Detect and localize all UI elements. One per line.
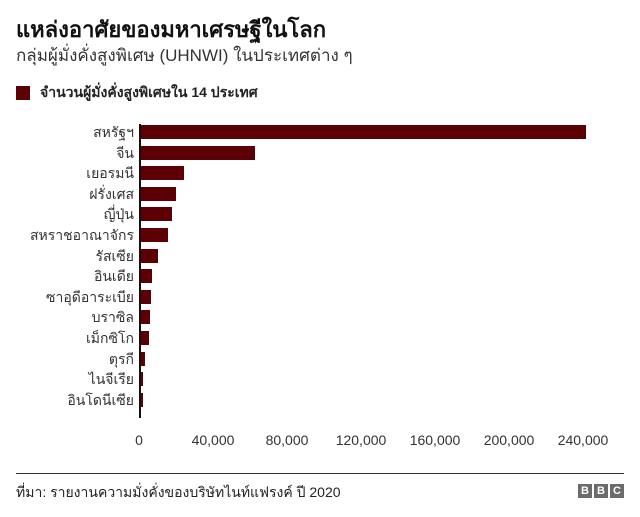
- bar: [141, 372, 143, 387]
- bar-row: ฝรั่งเศส: [0, 184, 640, 204]
- bar: [141, 125, 587, 139]
- bar-row: ไนจีเรีย: [0, 369, 640, 389]
- bar-row: เม็กซิโก: [0, 328, 640, 348]
- bar-row: ซาอุดีอาระเบีย: [0, 287, 640, 307]
- bar: [141, 269, 153, 284]
- category-label: บราซิล: [91, 309, 134, 326]
- legend: จำนวนผู้มั่งคั่งสูงพิเศษใน 14 ประเทศ: [16, 82, 258, 104]
- category-label: ตุรกี: [108, 350, 134, 367]
- category-label: รัสเซีย: [95, 247, 134, 264]
- bar-row: อินโดนีเซีย: [0, 390, 640, 410]
- category-label: จีน: [116, 144, 134, 161]
- legend-swatch: [16, 86, 30, 100]
- bbc-logo: B B C: [578, 484, 624, 498]
- source-note: ที่มา: รายงานความมั่งคั่งของบริษัทไนท์แฟ…: [16, 484, 341, 500]
- x-tick-label: 240,000: [557, 432, 609, 448]
- bar: [141, 392, 143, 407]
- bar-row: สหราชอาณาจักร: [0, 225, 640, 245]
- category-label: อินโดนีเซีย: [67, 391, 134, 408]
- bar: [141, 351, 145, 366]
- category-label: อินเดีย: [93, 268, 134, 285]
- bar-row: อินเดีย: [0, 266, 640, 286]
- bar-row: บราซิล: [0, 307, 640, 327]
- bar-row: เยอรมนี: [0, 163, 640, 183]
- category-label: เยอรมนี: [86, 165, 134, 182]
- category-label: ญี่ปุ่น: [103, 206, 134, 223]
- bar: [141, 207, 173, 222]
- category-label: ไนจีเรีย: [88, 371, 134, 388]
- x-tick-label: 40,000: [191, 432, 235, 448]
- chart-title: แหล่งอาศัยของมหาเศรษฐีในโลก: [16, 17, 327, 42]
- bar: [141, 289, 152, 304]
- category-label: สหรัฐฯ: [93, 124, 134, 140]
- legend-label: จำนวนผู้มั่งคั่งสูงพิเศษใน 14 ประเทศ: [40, 84, 258, 100]
- x-tick-label: 160,000: [409, 432, 461, 448]
- category-label: เม็กซิโก: [86, 330, 134, 346]
- bar: [141, 331, 150, 345]
- bar: [141, 145, 255, 160]
- category-label: สหราชอาณาจักร: [30, 227, 134, 243]
- chart-subtitle: กลุ่มผู้มั่งคั่งสูงพิเศษ (UHNWI) ในประเท…: [16, 46, 353, 65]
- bar-chart-plot: สหรัฐฯจีนเยอรมนีฝรั่งเศสญี่ปุ่นสหราชอาณา…: [0, 118, 640, 418]
- x-tick-label: 0: [135, 432, 143, 448]
- bbc-logo-letter: C: [610, 484, 624, 498]
- x-axis-ticks: 0 40,000 80,000 120,000 160,000 200,000 240,00…: [0, 432, 640, 452]
- bar: [141, 310, 151, 325]
- bar-row: สหรัฐฯ: [0, 122, 640, 142]
- category-label: ซาอุดีอาระเบีย: [45, 288, 134, 305]
- bar: [141, 248, 158, 263]
- footer-divider: [16, 473, 624, 474]
- y-axis-line: [139, 124, 141, 418]
- x-tick-label: 80,000: [265, 432, 309, 448]
- bar: [141, 228, 168, 242]
- bar-row: รัสเซีย: [0, 246, 640, 266]
- bbc-logo-letter: B: [578, 484, 592, 498]
- category-label: ฝรั่งเศส: [89, 185, 134, 202]
- x-tick-label: 200,000: [483, 432, 535, 448]
- bar-row: ตุรกี: [0, 349, 640, 369]
- bar: [141, 166, 184, 181]
- bar-row: จีน: [0, 143, 640, 163]
- bar: [141, 186, 177, 201]
- bbc-logo-letter: B: [594, 484, 608, 498]
- bar-row: ญี่ปุ่น: [0, 204, 640, 224]
- x-tick-label: 120,000: [335, 432, 387, 448]
